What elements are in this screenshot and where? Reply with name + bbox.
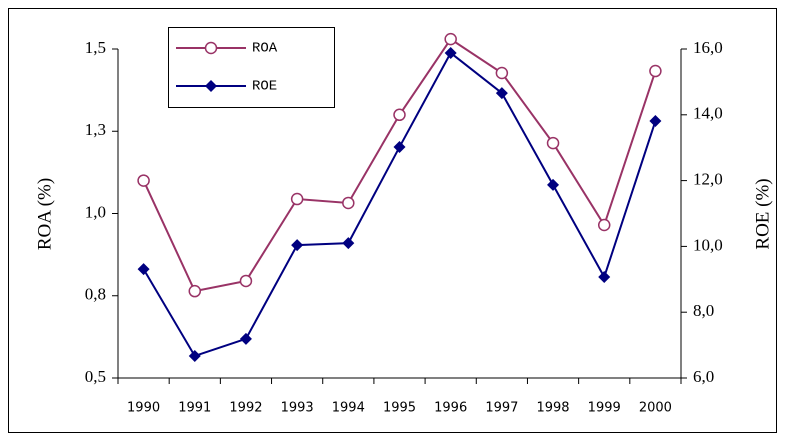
data-point xyxy=(393,108,406,122)
x-tick-label: 1992 xyxy=(229,401,262,416)
data-point xyxy=(495,87,508,100)
y2-tick-label: 8,0 xyxy=(693,301,714,320)
x-tick-label: 1993 xyxy=(281,401,314,416)
data-point xyxy=(393,141,406,154)
y2-tick-label: 12,0 xyxy=(693,170,723,189)
legend-box xyxy=(168,27,335,108)
data-point xyxy=(137,174,150,187)
y2-axis-title: ROE (%) xyxy=(752,178,773,249)
legend-label: ROE xyxy=(252,79,277,95)
y2-tick-label: 16,0 xyxy=(693,38,723,57)
data-point xyxy=(444,32,457,46)
y2-tick-label: 6,0 xyxy=(693,367,714,386)
data-point xyxy=(188,349,201,362)
y-tick-label: 0,5 xyxy=(85,367,106,386)
data-point xyxy=(597,218,611,232)
x-tick-label: 1991 xyxy=(178,401,211,416)
data-point xyxy=(547,178,560,191)
data-point xyxy=(444,46,457,59)
data-point xyxy=(495,66,509,80)
y-tick-label: 1,5 xyxy=(85,38,106,57)
data-point xyxy=(598,270,611,283)
x-tick-label: 1997 xyxy=(485,401,518,416)
x-tick-label: 1998 xyxy=(536,401,569,416)
y2-tick-label: 14,0 xyxy=(693,104,723,123)
data-point xyxy=(239,332,252,345)
y-tick-label: 1,3 xyxy=(85,120,106,139)
legend-marker xyxy=(204,41,218,55)
data-point xyxy=(649,64,662,78)
data-point xyxy=(291,239,304,252)
x-tick-label: 2000 xyxy=(639,401,672,416)
y-axis-title: ROA (%) xyxy=(34,178,55,250)
data-point xyxy=(137,263,150,276)
x-tick-label: 1995 xyxy=(383,401,416,416)
y-tick-label: 0,8 xyxy=(85,285,106,304)
x-tick-label: 1999 xyxy=(588,401,621,416)
legend-marker xyxy=(205,80,217,92)
chart-frame xyxy=(8,8,777,433)
data-point xyxy=(649,115,662,128)
y2-tick-label: 10,0 xyxy=(693,235,723,254)
legend-label: ROA xyxy=(252,41,278,57)
data-point xyxy=(342,237,355,250)
y-tick-label: 1,0 xyxy=(85,202,106,221)
data-point xyxy=(546,136,560,150)
data-point xyxy=(239,274,253,288)
data-point xyxy=(342,196,355,210)
data-point xyxy=(290,192,304,206)
data-point xyxy=(188,284,202,298)
x-tick-label: 1990 xyxy=(127,401,160,416)
x-tick-label: 1994 xyxy=(332,401,365,416)
x-tick-label: 1996 xyxy=(434,401,467,416)
